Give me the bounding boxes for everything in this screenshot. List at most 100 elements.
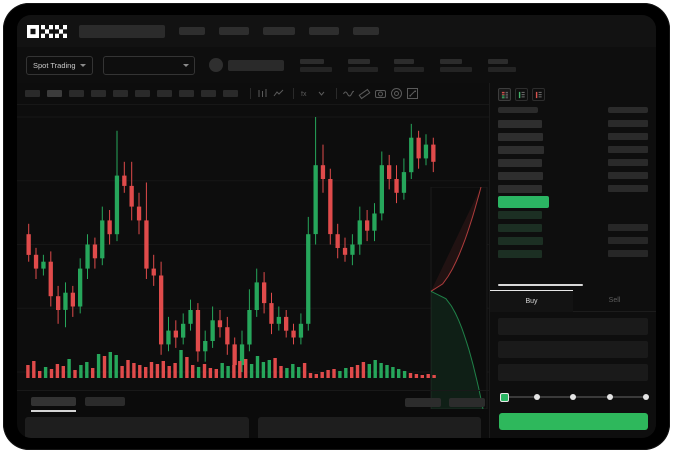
- chart-toolbar: fx: [17, 83, 489, 105]
- ob-amount: [608, 133, 648, 140]
- percentage-slider[interactable]: [500, 392, 649, 402]
- bottom-tab-bar: [17, 390, 489, 414]
- app-screen: Spot Trading: [17, 15, 656, 438]
- market-stat-3: [393, 58, 424, 72]
- bottom-tab-2[interactable]: [85, 397, 125, 406]
- order-form-field-2[interactable]: [498, 341, 648, 358]
- nav-item-3[interactable]: [263, 27, 295, 35]
- ob-quantity: [498, 249, 542, 258]
- nav-item-1[interactable]: [179, 27, 205, 35]
- ruler-icon[interactable]: [358, 87, 371, 100]
- chevron-down-icon: [182, 63, 189, 67]
- order-book-bid-row[interactable]: [498, 234, 648, 247]
- stat-label: [347, 58, 370, 64]
- timeframe-button-8[interactable]: [179, 90, 194, 97]
- order-form-field-1[interactable]: [498, 318, 648, 335]
- timeframe-button-7[interactable]: [157, 90, 172, 97]
- candlestick-icon[interactable]: [256, 87, 269, 100]
- orderbook-mode-bids[interactable]: [515, 88, 528, 101]
- camera-icon[interactable]: [374, 87, 387, 100]
- ob-quantity: [498, 158, 542, 167]
- stat-value: [347, 66, 378, 72]
- slider-stop-25[interactable]: [533, 393, 540, 400]
- device-frame: Spot Trading: [3, 3, 670, 450]
- bottom-action-1[interactable]: [405, 398, 441, 407]
- order-book-ask-row[interactable]: [498, 117, 648, 130]
- ob-quantity: [498, 210, 542, 219]
- order-book-bid-row[interactable]: [498, 247, 648, 260]
- order-book-bid-row[interactable]: [498, 221, 648, 234]
- market-stat-4: [439, 58, 472, 72]
- tab-sell-label: Sell: [608, 297, 621, 304]
- slider-stop-100[interactable]: [643, 393, 649, 400]
- order-book-ask-row[interactable]: [498, 156, 648, 169]
- timeframe-button-9[interactable]: [201, 90, 216, 97]
- market-stats: [284, 58, 516, 72]
- timeframe-button-6[interactable]: [135, 90, 150, 97]
- line-chart-icon[interactable]: [272, 87, 285, 100]
- pair-select-dropdown[interactable]: [102, 55, 195, 75]
- submit-order-button[interactable]: [499, 413, 648, 430]
- ob-amount: [608, 237, 648, 244]
- chevron-down-icon: [79, 63, 86, 67]
- bottom-action-2[interactable]: [449, 398, 485, 407]
- orderbook-mode-asks[interactable]: [532, 88, 545, 101]
- pair-coin-avatar: [208, 58, 223, 72]
- stat-value: [439, 66, 472, 72]
- bottom-tab-1[interactable]: [31, 397, 76, 406]
- buy-sell-tabs: Buy Sell: [490, 290, 656, 312]
- market-stat-1: [299, 58, 332, 72]
- fullscreen-icon[interactable]: [406, 87, 419, 100]
- bottom-panel-right[interactable]: [257, 417, 481, 438]
- order-book-ask-row[interactable]: [498, 169, 648, 182]
- ob-quantity: [498, 223, 542, 232]
- order-book-ask-row[interactable]: [498, 182, 648, 195]
- timeframe-button-1[interactable]: [25, 90, 40, 97]
- bottom-panels: [17, 414, 489, 438]
- stat-label: [439, 58, 462, 64]
- order-book-ask-row[interactable]: [498, 143, 648, 156]
- timeframe-button-3[interactable]: [69, 90, 84, 97]
- order-book-mode-group: [490, 83, 656, 101]
- order-book-scrollbar[interactable]: [498, 284, 583, 286]
- timeframe-group: [25, 90, 245, 97]
- nav-items: [165, 27, 379, 35]
- search-input[interactable]: [79, 24, 165, 38]
- ob-amount: [608, 146, 648, 153]
- candlestick-chart[interactable]: [17, 105, 489, 390]
- ob-amount: [608, 120, 648, 127]
- nav-item-4[interactable]: [309, 27, 339, 35]
- timeframe-button-5[interactable]: [113, 90, 128, 97]
- orderbook-mode-both[interactable]: [498, 88, 511, 101]
- ob-header-left: [498, 107, 538, 113]
- nav-item-2[interactable]: [219, 27, 249, 35]
- chevron-down-icon[interactable]: [315, 87, 328, 100]
- order-form-field-3[interactable]: [498, 364, 648, 381]
- ob-quantity: [498, 184, 542, 193]
- okx-logo[interactable]: [27, 24, 67, 38]
- wave-icon[interactable]: [342, 87, 355, 100]
- timeframe-button-4[interactable]: [91, 90, 106, 97]
- order-book-bid-row[interactable]: [498, 208, 648, 221]
- market-header-bar: Spot Trading: [17, 47, 656, 83]
- settings-icon[interactable]: [390, 87, 403, 100]
- tab-buy[interactable]: Buy: [490, 290, 573, 312]
- stat-label: [299, 58, 324, 64]
- trade-form-panel: Buy Sell: [489, 290, 656, 438]
- timeframe-button-10[interactable]: [223, 90, 238, 97]
- spot-trading-dropdown[interactable]: Spot Trading: [26, 55, 93, 75]
- order-book-ask-row[interactable]: [498, 130, 648, 143]
- bottom-panel-left[interactable]: [25, 417, 249, 438]
- indicator-icon[interactable]: fx: [299, 87, 312, 100]
- slider-stop-75[interactable]: [606, 393, 613, 400]
- timeframe-button-2[interactable]: [47, 90, 62, 97]
- slider-stop-50[interactable]: [570, 393, 576, 400]
- nav-item-5[interactable]: [353, 27, 379, 35]
- toolbar-divider: [293, 88, 294, 99]
- ob-quantity: [498, 119, 542, 128]
- tab-sell[interactable]: Sell: [573, 290, 656, 312]
- order-book-spread-row[interactable]: [498, 195, 648, 208]
- top-navigation-bar: [17, 15, 656, 47]
- order-form-fields: [490, 318, 656, 381]
- slider-handle[interactable]: [500, 392, 509, 402]
